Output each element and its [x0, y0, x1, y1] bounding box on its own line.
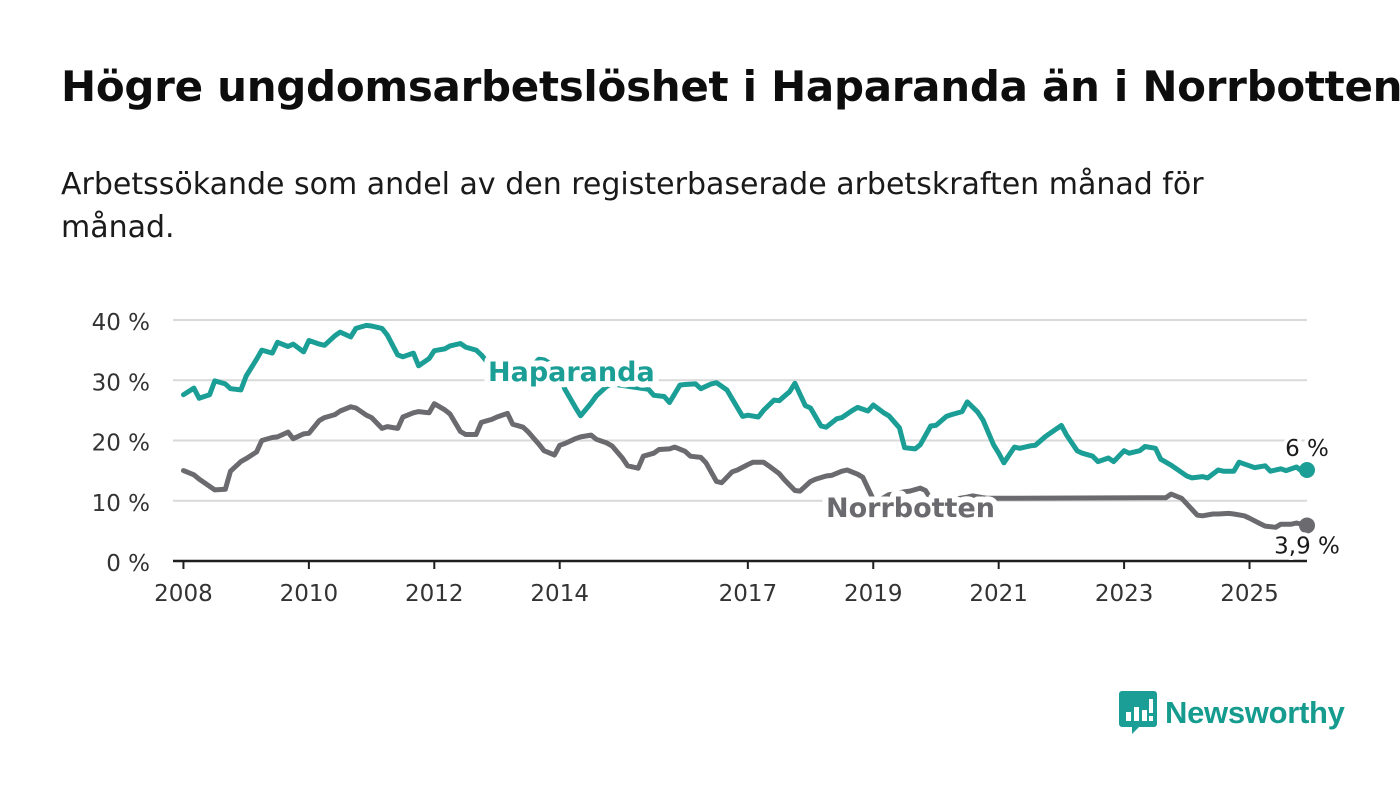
y-tick-label-40: 40 % [92, 310, 150, 336]
x-tick-label-2021: 2021 [969, 581, 1028, 607]
series-line-haparanda [181, 322, 1310, 481]
x-tick-label-2008: 2008 [154, 581, 213, 607]
chart-title: Högre ungdomsarbetslöshet i Haparanda än… [61, 62, 1400, 111]
x-tick-label-2014: 2014 [530, 581, 589, 607]
x-tick-label-2025: 2025 [1220, 581, 1279, 607]
end-marker-norrbotten [1299, 517, 1315, 534]
end-value-label-norrbotten: 3,9 % [1274, 533, 1340, 559]
brand-name: Newsworthy [1165, 695, 1345, 730]
y-tick-label-0: 0 % [106, 551, 150, 577]
x-tick-label-2010: 2010 [280, 581, 339, 607]
x-tick-label-2012: 2012 [405, 581, 464, 607]
series-line-norrbotten [181, 401, 1310, 530]
end-value-label-haparanda: 6 % [1285, 436, 1329, 462]
x-tick-label-2017: 2017 [719, 581, 778, 607]
series-label-haparanda: Haparanda [488, 357, 655, 388]
y-tick-label-10: 10 % [92, 491, 150, 517]
bar-chart-speech-bubble-icon [1119, 691, 1157, 734]
y-tick-label-30: 30 % [92, 370, 150, 396]
y-tick-label-20: 20 % [92, 431, 150, 457]
series-label-norrbotten: Norrbotten [826, 493, 995, 524]
chart-subtitle: Arbetssökande som andel av den registerb… [61, 167, 1204, 245]
end-marker-haparanda [1299, 462, 1315, 479]
x-tick-label-2019: 2019 [844, 581, 903, 607]
newsworthy-logo: Newsworthy [1119, 691, 1345, 735]
x-tick-label-2023: 2023 [1095, 581, 1154, 607]
